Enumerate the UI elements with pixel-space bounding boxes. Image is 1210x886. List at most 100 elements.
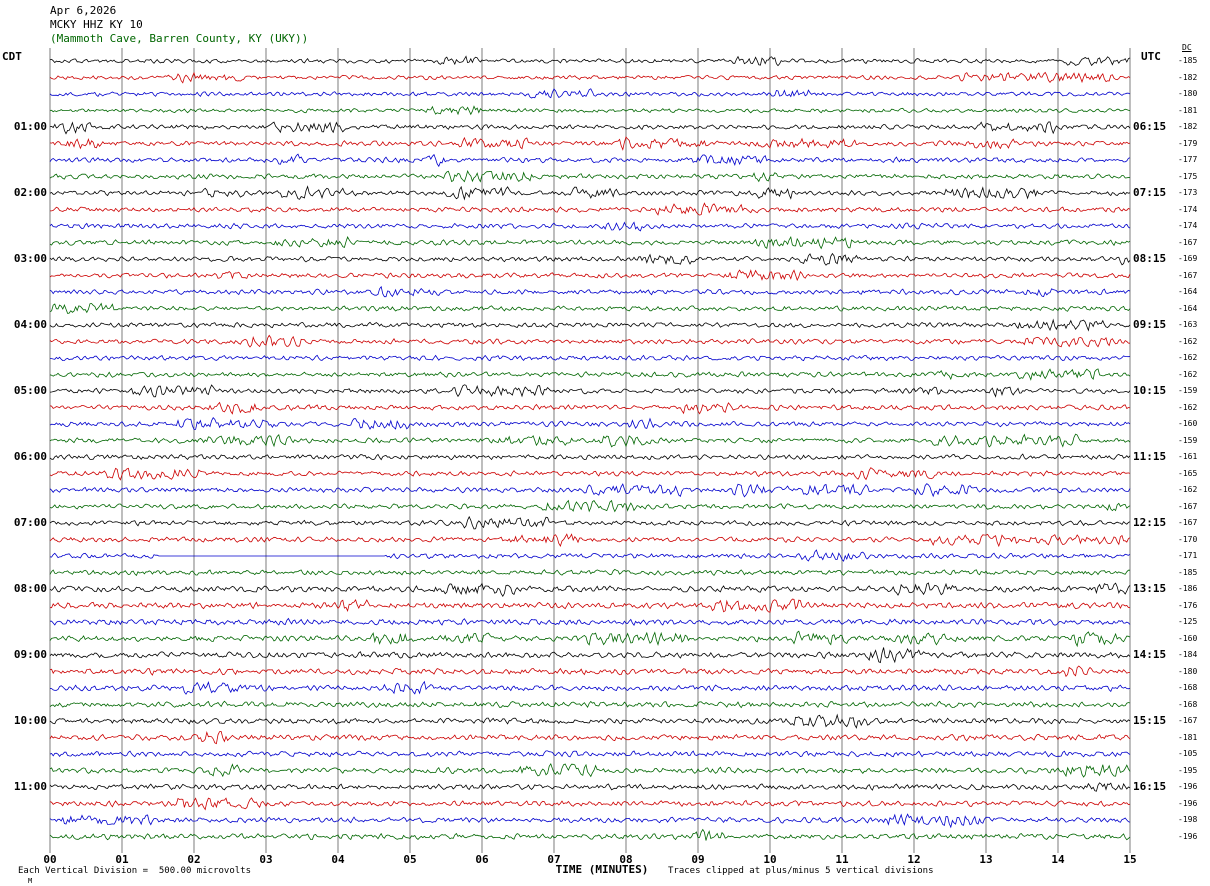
dc-offset-value: -196: [1178, 831, 1198, 841]
seismo-trace-blue: [49, 88, 1131, 99]
seismo-trace-red: [49, 71, 1131, 84]
right-time-label: 13:15: [1133, 582, 1167, 595]
dc-offset-value: -168: [1178, 699, 1198, 709]
x-tick-label: 03: [259, 853, 273, 866]
x-tick-label: 08: [619, 853, 633, 866]
seismo-trace-green: [49, 433, 1131, 448]
dc-offset-value: -181: [1178, 732, 1198, 742]
dc-offset-value: -159: [1178, 435, 1198, 445]
right-time-label: 12:15: [1133, 516, 1167, 529]
dc-offset-value: -196: [1178, 782, 1198, 791]
left-time-label: 11:00: [13, 780, 47, 793]
x-axis-title: TIME (MINUTES): [555, 863, 649, 876]
seismo-trace-blue: [50, 354, 1131, 362]
dc-offset-value: -167: [1178, 501, 1198, 511]
right-time-label: 15:15: [1133, 714, 1167, 727]
seismo-trace-green: [49, 828, 1131, 841]
left-time-label: 10:00: [13, 714, 47, 727]
seismo-trace-red: [49, 467, 1131, 481]
x-tick-label: 04: [331, 853, 345, 866]
x-tick-label: 02: [187, 853, 201, 866]
seismo-trace-blue: [49, 813, 1131, 829]
dc-offset-value: -179: [1178, 138, 1198, 148]
header-date: Apr 6,2026: [50, 4, 117, 17]
corner-mark: M: [28, 877, 33, 885]
dc-offset-value: -176: [1178, 600, 1198, 610]
dc-offset-value: -162: [1178, 353, 1198, 362]
seismo-trace-red: [49, 665, 1131, 678]
right-time-label: 06:15: [1133, 120, 1167, 133]
seismo-trace-blue: [49, 617, 1131, 627]
seismo-trace-red: [49, 334, 1131, 348]
right-time-label: 11:15: [1133, 450, 1167, 463]
dc-offset-value: -171: [1178, 551, 1198, 560]
x-tick-label: 12: [907, 853, 921, 866]
dc-offset-value: -196: [1178, 798, 1198, 808]
x-tick-label: 09: [691, 853, 705, 866]
dc-offset-value: -164: [1178, 287, 1198, 296]
seismo-trace-blue: [49, 285, 1131, 298]
dc-offset-value: -186: [1178, 584, 1198, 593]
right-time-label: 10:15: [1133, 384, 1167, 397]
seismo-trace-red: [49, 797, 1131, 811]
dc-offset-value: -165: [1178, 468, 1198, 478]
left-time-label: 04:00: [13, 318, 47, 331]
seismo-trace-black: [49, 515, 1131, 530]
dc-offset-value: -162: [1178, 336, 1198, 346]
dc-offset-value: -174: [1178, 221, 1198, 230]
seismo-trace-red: [50, 202, 1131, 216]
right-time-label: 09:15: [1133, 318, 1167, 331]
left-time-label: 09:00: [13, 648, 47, 661]
seismo-trace-green: [49, 763, 1131, 778]
seismo-trace-green: [49, 105, 1131, 116]
left-time-label: 06:00: [13, 450, 47, 463]
x-tick-label: 05: [403, 853, 417, 866]
seismo-trace-black: [49, 713, 1131, 729]
x-tick-label: 11: [835, 853, 849, 866]
seismo-trace-blue: [49, 221, 1131, 232]
dc-offset-value: -182: [1178, 72, 1198, 82]
seismo-trace-black: [49, 582, 1131, 597]
seismo-trace-blue: [49, 750, 1131, 758]
seismo-trace-red: [49, 269, 1131, 282]
seismo-trace-red: [49, 730, 1131, 745]
right-time-label: 14:15: [1133, 648, 1167, 661]
seismo-trace-green: [49, 170, 1131, 183]
dc-offset-value: -181: [1178, 105, 1198, 115]
dc-offset-value: -168: [1178, 683, 1198, 692]
seismo-trace-black: [49, 121, 1131, 135]
dc-offset-value: -125: [1178, 617, 1198, 626]
seismo-trace-black: [49, 384, 1131, 398]
x-tick-label: 10: [763, 853, 777, 866]
dc-offset-value: -162: [1178, 369, 1198, 379]
dc-offset-value: -164: [1178, 303, 1198, 313]
dc-offset-value: -195: [1178, 765, 1198, 775]
x-tick-label: 06: [475, 853, 489, 866]
x-tick-label: 00: [43, 853, 57, 866]
header-station-location: (Mammoth Cave, Barren County, KY (UKY)): [50, 32, 309, 45]
right-time-label: 08:15: [1133, 252, 1167, 265]
seismo-trace-green: [49, 630, 1131, 648]
right-timezone-label: UTC: [1141, 50, 1161, 63]
header-station-code: MCKY HHZ KY 10: [50, 18, 143, 31]
seismo-trace-green: [49, 368, 1131, 381]
x-tick-label: 01: [115, 853, 129, 866]
seismo-trace-green: [49, 236, 1131, 250]
dc-offset-value: -167: [1178, 237, 1198, 247]
clipping-note: Traces clipped at plus/minus 5 vertical …: [668, 866, 934, 876]
seismo-trace-black: [49, 252, 1131, 266]
dc-offset-value: -163: [1178, 320, 1198, 329]
seismo-trace-red: [49, 533, 1131, 548]
seismo-trace-black: [49, 782, 1131, 792]
x-tick-label: 14: [1051, 853, 1065, 866]
dc-offset-value: -177: [1178, 155, 1198, 164]
seismo-trace-black: [49, 55, 1131, 67]
left-time-label: 02:00: [13, 186, 47, 199]
left-time-label: 07:00: [13, 516, 47, 529]
vertical-division-note: Each Vertical Division = 500.00 microvol…: [18, 866, 251, 876]
dc-offset-value: -167: [1178, 518, 1198, 527]
dc-offset-value: -198: [1178, 815, 1198, 824]
left-time-label: 01:00: [13, 120, 47, 133]
